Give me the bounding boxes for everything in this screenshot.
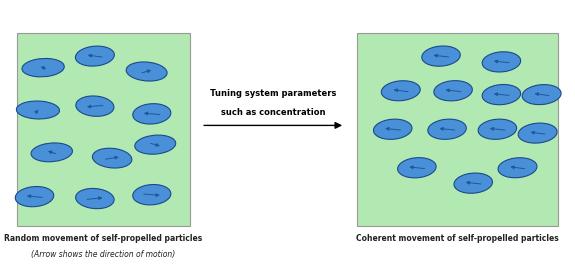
Ellipse shape bbox=[518, 123, 557, 143]
Ellipse shape bbox=[76, 188, 114, 209]
Text: Coherent movement of self-propelled particles: Coherent movement of self-propelled part… bbox=[356, 234, 558, 243]
Ellipse shape bbox=[75, 46, 114, 66]
Ellipse shape bbox=[133, 185, 171, 205]
Ellipse shape bbox=[16, 186, 53, 207]
Ellipse shape bbox=[93, 148, 132, 168]
Ellipse shape bbox=[498, 158, 537, 178]
Ellipse shape bbox=[428, 119, 466, 139]
Text: (Arrow shows the direction of motion): (Arrow shows the direction of motion) bbox=[32, 250, 175, 259]
Ellipse shape bbox=[522, 85, 561, 104]
Text: such as concentration: such as concentration bbox=[221, 108, 325, 117]
Bar bbox=[356, 33, 558, 226]
Ellipse shape bbox=[454, 173, 492, 193]
Text: Random movement of self-propelled particles: Random movement of self-propelled partic… bbox=[5, 234, 202, 243]
Ellipse shape bbox=[31, 143, 72, 162]
Ellipse shape bbox=[482, 52, 520, 72]
Ellipse shape bbox=[398, 158, 436, 178]
Ellipse shape bbox=[133, 104, 171, 124]
Ellipse shape bbox=[374, 119, 412, 139]
Ellipse shape bbox=[135, 135, 176, 154]
Ellipse shape bbox=[434, 81, 472, 101]
Ellipse shape bbox=[76, 96, 114, 116]
Ellipse shape bbox=[381, 81, 420, 101]
Ellipse shape bbox=[478, 119, 516, 139]
Ellipse shape bbox=[422, 46, 460, 66]
Ellipse shape bbox=[126, 62, 167, 81]
Ellipse shape bbox=[17, 101, 59, 119]
Ellipse shape bbox=[482, 84, 520, 105]
Bar bbox=[17, 33, 190, 226]
Ellipse shape bbox=[22, 59, 64, 77]
Text: Tuning system parameters: Tuning system parameters bbox=[210, 89, 336, 98]
